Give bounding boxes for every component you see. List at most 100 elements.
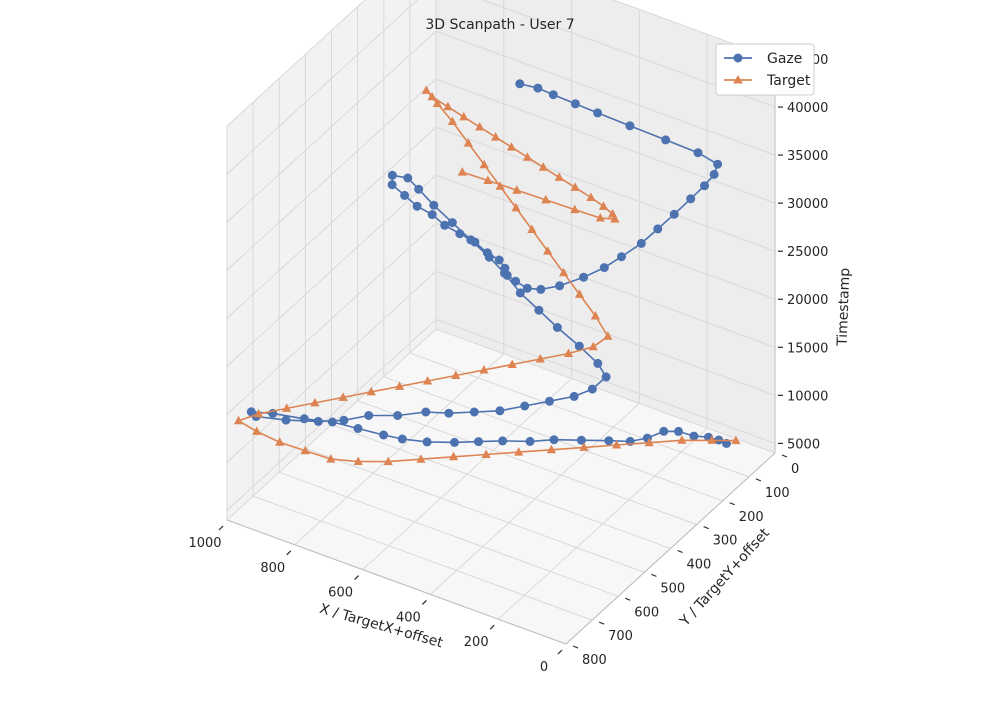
data-point-gaze xyxy=(601,372,611,382)
data-point-gaze xyxy=(422,437,432,447)
data-point-target xyxy=(586,192,596,201)
data-point-target xyxy=(459,111,469,121)
data-point-gaze xyxy=(693,148,703,158)
data-point-gaze xyxy=(400,190,410,200)
data-point-target xyxy=(448,451,459,461)
x-tick-label: 1000 xyxy=(188,536,221,551)
grid-z-back xyxy=(612,0,776,60)
y-tick-mark xyxy=(677,549,683,554)
data-point-gaze xyxy=(470,237,480,247)
x-tick-mark xyxy=(489,624,495,630)
data-point-target xyxy=(475,122,485,131)
data-point-gaze xyxy=(393,411,403,420)
data-point-target xyxy=(479,365,489,374)
data-point-gaze xyxy=(604,436,614,446)
grid-z-left xyxy=(226,222,437,415)
data-point-gaze xyxy=(576,435,586,445)
data-point-gaze xyxy=(440,220,450,230)
y-tick-label: 600 xyxy=(634,605,659,620)
data-point-target xyxy=(427,91,437,101)
data-point-target xyxy=(394,381,405,390)
grid-y-floor xyxy=(252,495,593,621)
data-point-gaze xyxy=(593,358,603,368)
data-point-target xyxy=(603,331,613,340)
y-tick-label: 200 xyxy=(739,510,764,525)
grid-z-left xyxy=(226,0,419,175)
data-point-gaze xyxy=(659,426,669,436)
legend-gaze-label: Gaze xyxy=(767,51,802,67)
data-point-target xyxy=(570,182,580,191)
data-point-target xyxy=(353,456,363,465)
data-point-gaze xyxy=(625,121,635,131)
grid-z-back xyxy=(435,174,776,300)
y-tick-label: 700 xyxy=(608,629,633,644)
data-point-target xyxy=(559,267,569,277)
y-tick-label: 0 xyxy=(791,462,799,477)
grid-z-back xyxy=(435,318,776,444)
data-point-target xyxy=(522,152,532,161)
x-axis-line xyxy=(226,519,567,645)
data-point-target xyxy=(598,201,609,210)
grid-y-floor xyxy=(331,424,671,549)
data-point-target xyxy=(481,449,491,458)
data-point-gaze xyxy=(525,436,535,446)
data-point-gaze xyxy=(555,281,565,291)
back-wall-pane xyxy=(436,0,775,453)
data-point-gaze xyxy=(299,414,309,424)
data-point-gaze xyxy=(674,426,683,436)
y-tick-mark xyxy=(572,645,579,649)
z-tick-label: 40000 xyxy=(787,101,828,116)
data-point-gaze xyxy=(474,437,483,447)
data-point-target xyxy=(570,204,580,214)
data-point-gaze xyxy=(669,209,679,219)
data-point-target xyxy=(254,408,264,418)
data-point-gaze xyxy=(339,415,349,425)
data-point-gaze xyxy=(536,284,546,294)
y-tick-label: 800 xyxy=(582,653,607,668)
data-point-gaze xyxy=(686,194,696,204)
z-tick-label: 10000 xyxy=(787,389,828,404)
data-point-gaze xyxy=(495,406,505,416)
x-axis-label: X / TargetX+offset xyxy=(318,601,445,652)
x-tick-label: 800 xyxy=(260,561,285,576)
data-point-gaze xyxy=(455,229,465,239)
data-point-gaze xyxy=(574,341,584,351)
data-point-gaze xyxy=(469,407,479,417)
y-tick-label: 100 xyxy=(765,486,790,501)
axis-lines xyxy=(226,59,776,645)
z-tick-label: 25000 xyxy=(787,245,828,260)
data-point-target xyxy=(300,445,310,455)
z-tick-label: 30000 xyxy=(787,197,828,212)
data-point-gaze xyxy=(617,252,626,262)
data-point-gaze xyxy=(387,180,397,190)
legend: Gaze Target xyxy=(715,43,815,96)
y-axis-line xyxy=(565,452,776,645)
data-point-gaze xyxy=(450,437,459,447)
data-point-target xyxy=(463,138,473,147)
data-point-target xyxy=(506,142,517,151)
data-point-gaze xyxy=(520,401,530,411)
data-point-gaze xyxy=(548,90,558,100)
data-point-gaze xyxy=(421,407,431,417)
data-point-target xyxy=(326,454,336,463)
data-point-target xyxy=(554,172,564,181)
z-axis-label: Timestamp xyxy=(835,267,854,347)
data-point-gaze xyxy=(379,430,389,440)
data-point-gaze xyxy=(444,408,454,418)
grid-z-left xyxy=(226,30,437,223)
series-line-target xyxy=(237,89,736,463)
data-point-target xyxy=(491,132,501,141)
data-point-gaze xyxy=(498,436,508,446)
data-point-target xyxy=(282,403,292,412)
tick-labels: 0200400600800100001002003004005006007008… xyxy=(188,53,828,675)
data-point-target xyxy=(514,447,524,456)
data-point-gaze xyxy=(700,181,709,191)
data-point-gaze xyxy=(636,238,646,248)
x-tick-mark xyxy=(218,525,224,531)
data-point-gaze xyxy=(534,305,544,315)
data-point-target xyxy=(507,359,517,368)
data-point-gaze xyxy=(515,79,525,89)
data-point-gaze xyxy=(327,417,337,427)
y-tick-label: 500 xyxy=(660,581,685,596)
